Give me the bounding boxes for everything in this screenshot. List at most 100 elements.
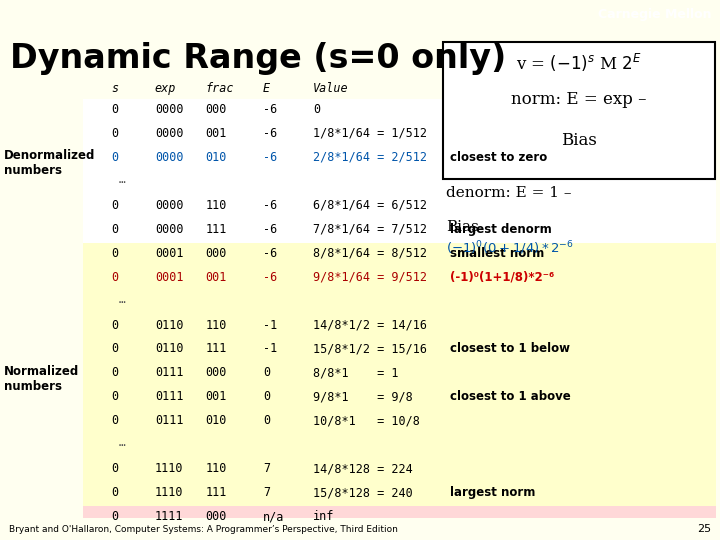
Text: smallest norm: smallest norm	[450, 247, 544, 260]
Text: 0: 0	[263, 390, 270, 403]
Text: -1: -1	[263, 319, 277, 332]
Text: 7: 7	[263, 486, 270, 499]
FancyBboxPatch shape	[83, 434, 716, 458]
Text: 2/8*1/64 = 2/512: 2/8*1/64 = 2/512	[313, 151, 427, 164]
Text: 1110: 1110	[155, 486, 184, 499]
Text: 14/8*1/2 = 14/16: 14/8*1/2 = 14/16	[313, 319, 427, 332]
Text: denorm: E = 1 –: denorm: E = 1 –	[446, 186, 572, 200]
Text: -6: -6	[263, 247, 277, 260]
Text: 0: 0	[112, 103, 119, 116]
FancyBboxPatch shape	[443, 42, 715, 179]
Text: closest to 1 below: closest to 1 below	[450, 342, 570, 355]
Text: 1111: 1111	[155, 510, 184, 523]
Text: 010: 010	[205, 414, 227, 427]
FancyBboxPatch shape	[83, 243, 716, 267]
FancyBboxPatch shape	[83, 339, 716, 362]
Text: 0000: 0000	[155, 199, 184, 212]
Text: norm: E = exp –: norm: E = exp –	[511, 91, 647, 108]
Text: 14/8*128 = 224: 14/8*128 = 224	[313, 462, 413, 475]
Text: 0001: 0001	[155, 247, 184, 260]
Text: 10/8*1   = 10/8: 10/8*1 = 10/8	[313, 414, 420, 427]
Text: 111: 111	[205, 342, 227, 355]
Text: inf: inf	[313, 510, 335, 523]
Text: 0: 0	[112, 199, 119, 212]
FancyBboxPatch shape	[83, 171, 716, 195]
Text: 0110: 0110	[155, 342, 184, 355]
Text: 8/8*1/64 = 8/512: 8/8*1/64 = 8/512	[313, 247, 427, 260]
Text: 0: 0	[112, 127, 119, 140]
Text: n/a: n/a	[263, 510, 284, 523]
FancyBboxPatch shape	[83, 482, 716, 506]
Text: $(-1)^0(0+1/4)*2^{-6}$: $(-1)^0(0+1/4)*2^{-6}$	[446, 240, 575, 258]
Text: 6/8*1/64 = 6/512: 6/8*1/64 = 6/512	[313, 199, 427, 212]
Text: 0000: 0000	[155, 222, 184, 236]
Text: largest denorm: largest denorm	[450, 222, 552, 236]
Text: 110: 110	[205, 199, 227, 212]
Text: closest to 1 above: closest to 1 above	[450, 390, 571, 403]
Text: 0: 0	[112, 510, 119, 523]
Text: …: …	[119, 295, 125, 305]
Text: 010: 010	[205, 151, 227, 164]
FancyBboxPatch shape	[83, 147, 716, 171]
Text: 7/8*1/64 = 7/512: 7/8*1/64 = 7/512	[313, 222, 427, 236]
FancyBboxPatch shape	[83, 387, 716, 410]
Text: 0000: 0000	[155, 103, 184, 116]
Text: 0: 0	[112, 151, 119, 164]
Text: 9/8*1    = 9/8: 9/8*1 = 9/8	[313, 390, 413, 403]
Text: 25: 25	[697, 523, 711, 534]
Text: 0: 0	[263, 367, 270, 380]
Text: 000: 000	[205, 247, 227, 260]
Text: 1110: 1110	[155, 462, 184, 475]
Text: 000: 000	[205, 510, 227, 523]
Text: closest to zero: closest to zero	[450, 151, 547, 164]
Text: Bias: Bias	[446, 220, 479, 234]
Text: Bryant and O'Hallaron, Computer Systems: A Programmer’s Perspective, Third Editi: Bryant and O'Hallaron, Computer Systems:…	[9, 524, 397, 534]
Text: Bias: Bias	[561, 132, 597, 150]
Text: -6: -6	[263, 103, 277, 116]
Text: 0: 0	[263, 414, 270, 427]
FancyBboxPatch shape	[83, 506, 716, 530]
FancyBboxPatch shape	[83, 267, 716, 291]
Text: 0110: 0110	[155, 319, 184, 332]
FancyBboxPatch shape	[83, 458, 716, 482]
Text: 0: 0	[313, 103, 320, 116]
Text: 0: 0	[112, 222, 119, 236]
Text: 0: 0	[112, 486, 119, 499]
Text: 0: 0	[112, 247, 119, 260]
Text: 001: 001	[205, 127, 227, 140]
FancyBboxPatch shape	[83, 219, 716, 243]
FancyBboxPatch shape	[83, 195, 716, 219]
Text: 7: 7	[263, 462, 270, 475]
Text: -6: -6	[263, 271, 277, 284]
Text: v = $(-1)^{s}$ M $2^{E}$: v = $(-1)^{s}$ M $2^{E}$	[516, 52, 642, 74]
Text: 111: 111	[205, 222, 227, 236]
Text: 000: 000	[205, 367, 227, 380]
Text: 0: 0	[112, 319, 119, 332]
Text: largest norm: largest norm	[450, 486, 536, 499]
Text: -6: -6	[263, 127, 277, 140]
Text: Value: Value	[313, 82, 348, 95]
Text: 0000: 0000	[155, 127, 184, 140]
FancyBboxPatch shape	[83, 123, 716, 147]
Text: 0: 0	[112, 462, 119, 475]
Text: 0000: 0000	[155, 151, 184, 164]
Text: 0: 0	[112, 390, 119, 403]
Text: 15/8*1/2 = 15/16: 15/8*1/2 = 15/16	[313, 342, 427, 355]
Text: 001: 001	[205, 390, 227, 403]
Text: (-1)⁰(1+1/8)*2⁻⁶: (-1)⁰(1+1/8)*2⁻⁶	[450, 271, 554, 284]
Text: exp: exp	[155, 82, 176, 95]
Text: s: s	[112, 82, 119, 95]
Text: 0111: 0111	[155, 367, 184, 380]
Text: 0001: 0001	[155, 271, 184, 284]
Text: 8/8*1    = 1: 8/8*1 = 1	[313, 367, 399, 380]
Text: 0: 0	[112, 367, 119, 380]
Text: 0: 0	[112, 414, 119, 427]
Text: …: …	[119, 175, 125, 185]
Text: Normalized
numbers: Normalized numbers	[4, 365, 80, 393]
FancyBboxPatch shape	[83, 99, 716, 123]
Text: 0: 0	[112, 271, 119, 284]
Text: 001: 001	[205, 271, 227, 284]
FancyBboxPatch shape	[83, 362, 716, 387]
Text: 111: 111	[205, 486, 227, 499]
Text: -6: -6	[263, 222, 277, 236]
